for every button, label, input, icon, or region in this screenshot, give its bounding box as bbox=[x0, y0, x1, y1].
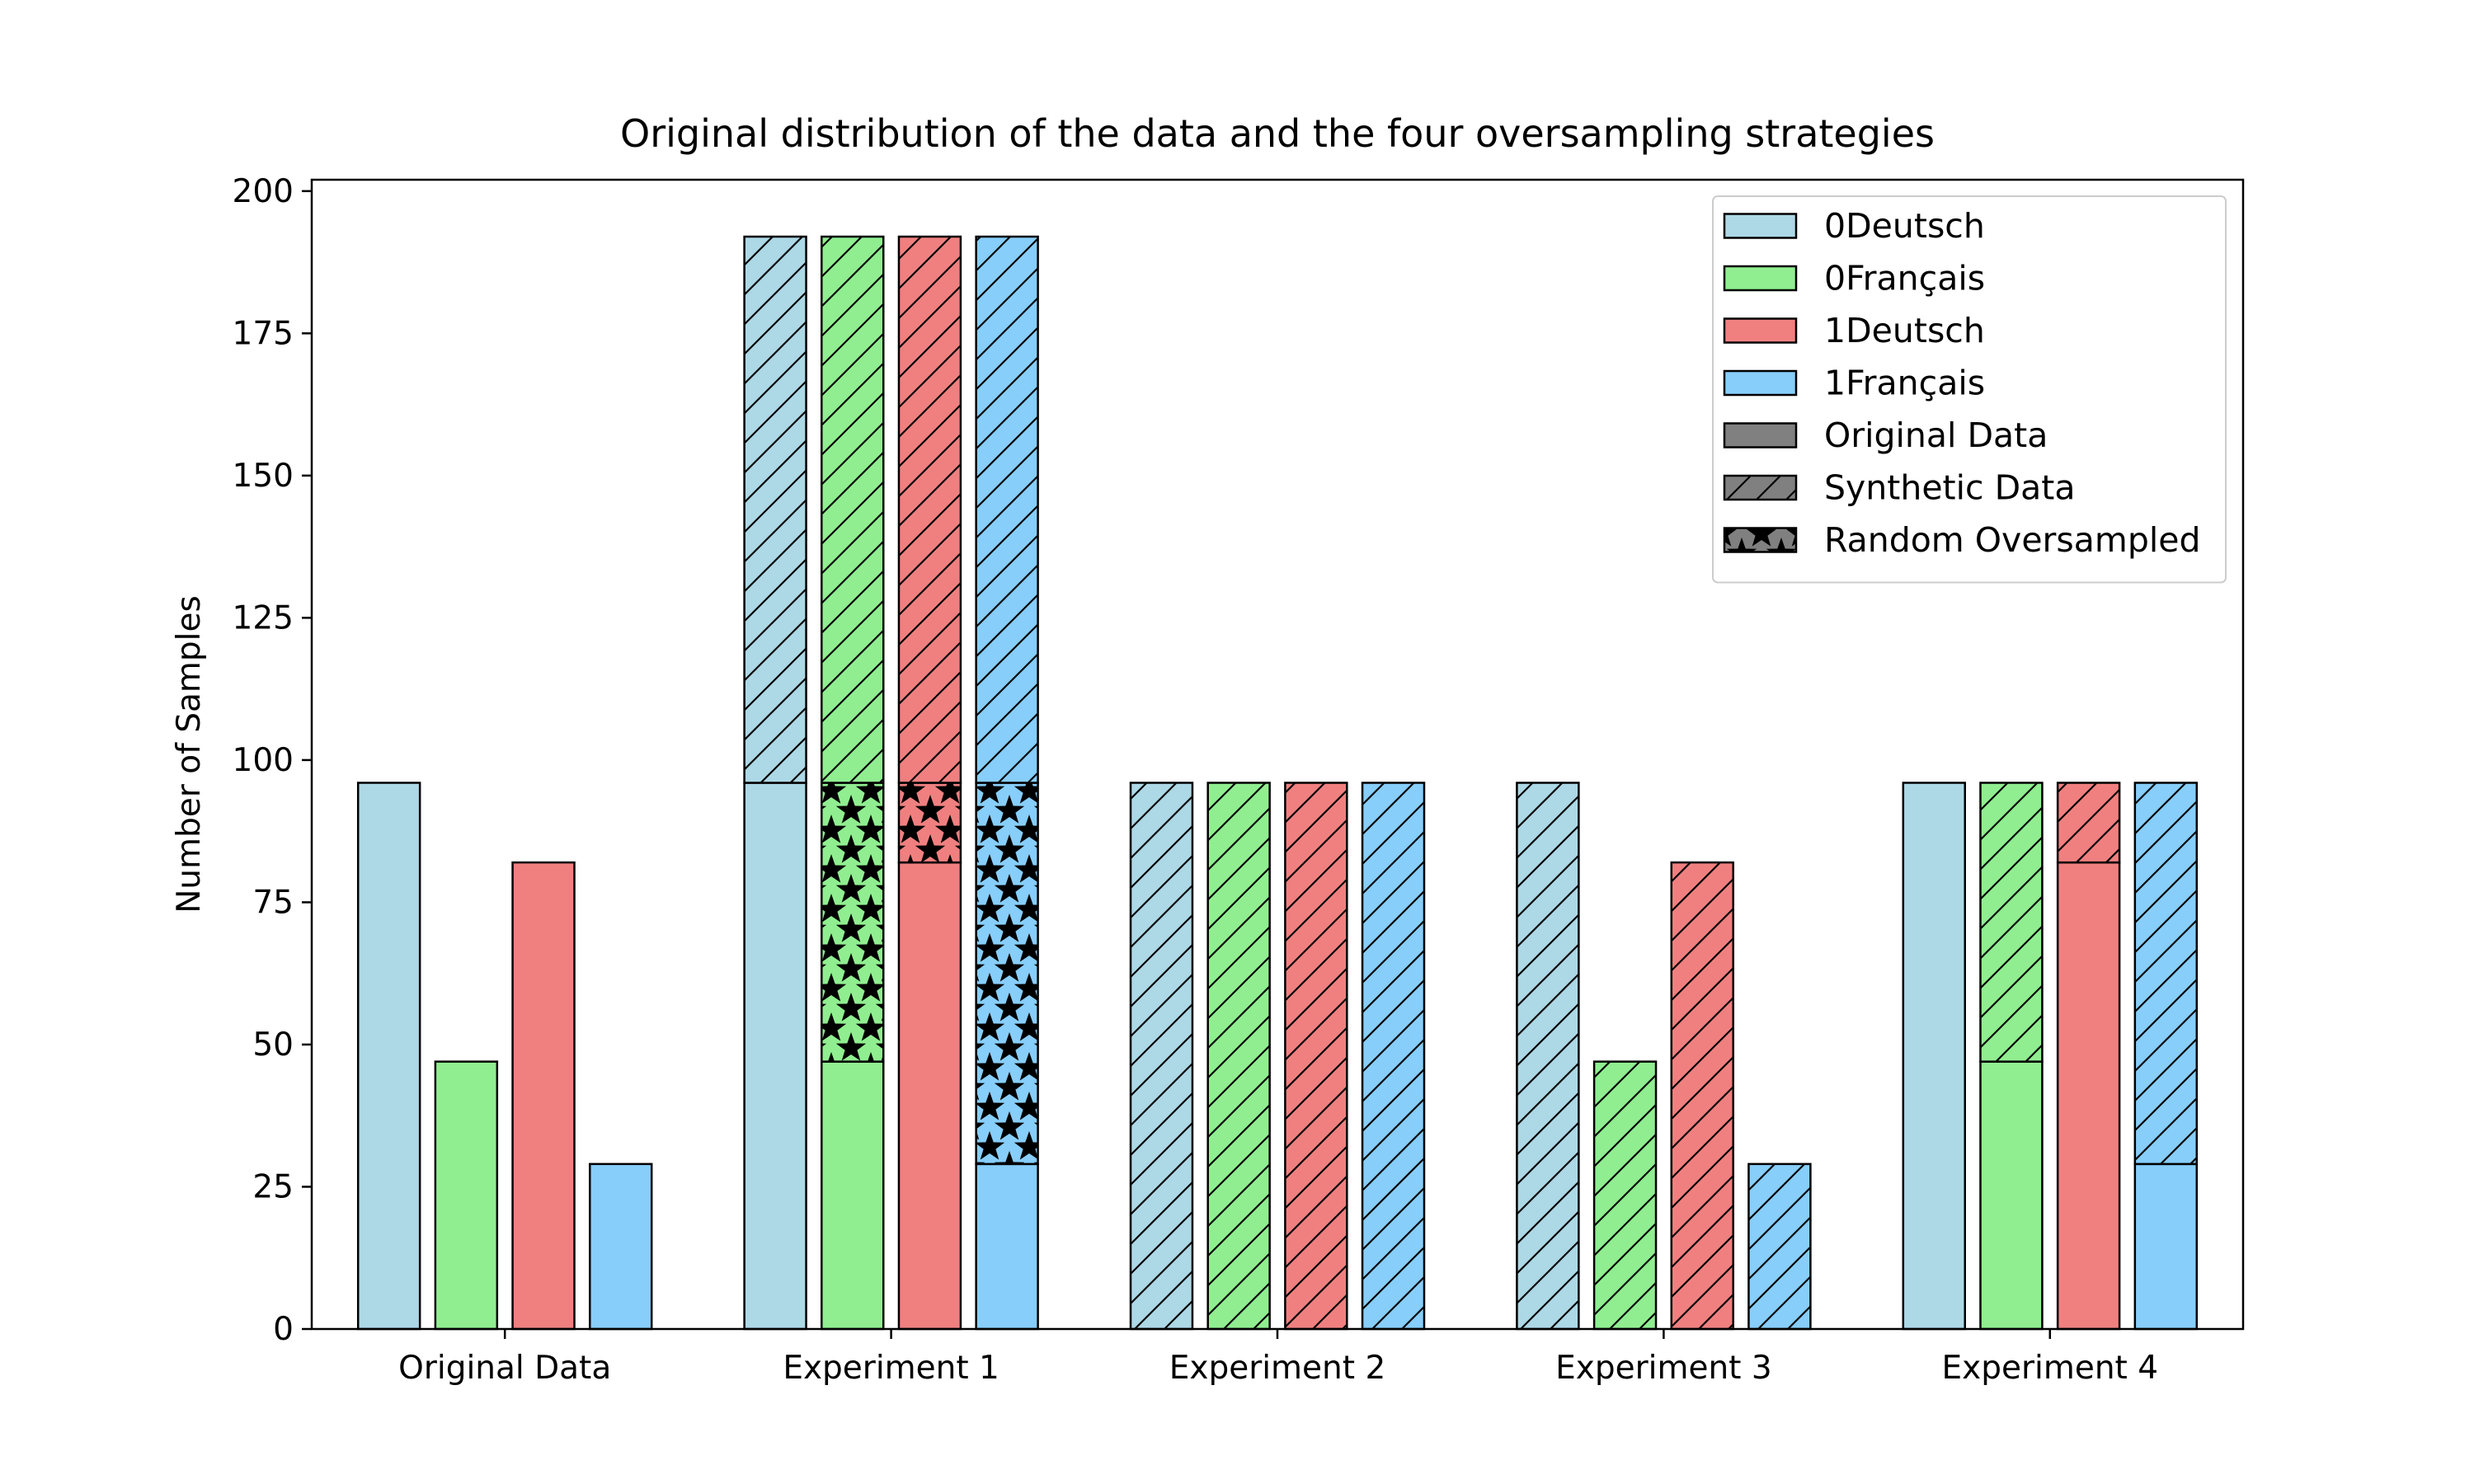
legend-swatch-1deutsch-outline bbox=[1723, 317, 1798, 344]
bar-experiment-1-1deutsch-random-oversampled-pattern bbox=[898, 782, 961, 863]
legend: 0Deutsch 0Français 1Deutsch 1Français Origin… bbox=[1712, 195, 2227, 584]
y-tick-label: 125 bbox=[233, 599, 294, 636]
bar-experiment-4-0francais-synthetic-data-outline bbox=[1979, 782, 2044, 1063]
legend-swatch-synthetic-data-pattern bbox=[1724, 476, 1796, 500]
legend-label-0francais: 0Français bbox=[1824, 259, 1985, 298]
bar-experiment-1-0deutsch-original-data bbox=[744, 782, 807, 1329]
y-tick-label: 75 bbox=[252, 884, 294, 921]
legend-box bbox=[1712, 195, 2227, 584]
bar-experiment-1-0francais-random-oversampled-pattern bbox=[821, 782, 884, 1062]
bar-experiment-2-0deutsch-synthetic-data-pattern bbox=[1131, 782, 1192, 1329]
legend-swatch-synthetic-data-outline bbox=[1723, 474, 1798, 501]
y-tick-label: 0 bbox=[273, 1311, 294, 1348]
bar-experiment-1-1deutsch-original-data bbox=[898, 862, 961, 1329]
legend-swatch-1francais bbox=[1724, 371, 1796, 395]
legend-swatch-original-data bbox=[1724, 423, 1796, 448]
bar-experiment-1-0francais-synthetic-data-pattern bbox=[821, 237, 884, 783]
y-tick-label: 200 bbox=[233, 173, 294, 210]
bar-original-data-1deutsch-original-data bbox=[512, 862, 575, 1329]
bar-experiment-1-1deutsch-synthetic-data-outline bbox=[897, 235, 962, 784]
bar-experiment-1-0francais-original-data bbox=[821, 1061, 884, 1329]
bar-experiment-4-1francais-original-data bbox=[2134, 1163, 2197, 1329]
bar-experiment-1-0francais-synthetic-data-outline bbox=[821, 235, 885, 784]
legend-label-random-oversampled: Random Oversampled bbox=[1824, 520, 2201, 560]
bar-experiment-2-1deutsch-synthetic-data-pattern bbox=[1285, 782, 1348, 1329]
bar-experiment-3-1deutsch-synthetic-data-pattern bbox=[1671, 862, 1733, 1329]
x-tick-label: Experiment 4 bbox=[1942, 1350, 2159, 1387]
bar-experiment-1-1francais-synthetic-data-outline bbox=[975, 235, 1039, 784]
bar-experiment-1-0deutsch-synthetic-data-pattern bbox=[744, 237, 807, 783]
y-tick-label: 150 bbox=[233, 458, 294, 495]
legend-label-0deutsch: 0Deutsch bbox=[1824, 206, 1985, 246]
legend-label-1deutsch: 1Deutsch bbox=[1824, 311, 1985, 350]
bar-experiment-3-0francais-synthetic-data-pattern bbox=[1594, 1061, 1657, 1329]
legend-swatch-0deutsch-outline bbox=[1723, 213, 1798, 239]
bar-experiment-3-1francais-synthetic-data-pattern bbox=[1748, 1163, 1811, 1329]
bar-experiment-2-0francais-synthetic-data-pattern bbox=[1207, 782, 1270, 1329]
y-tick-label: 100 bbox=[233, 742, 294, 779]
y-tick-label: 50 bbox=[252, 1026, 294, 1064]
y-axis: 0 25 50 75 100 125 150 175 200 bbox=[233, 173, 312, 1348]
bar-experiment-1-1francais-synthetic-data-pattern bbox=[976, 237, 1038, 783]
bar-original-data-0francais-original-data bbox=[435, 1061, 497, 1329]
x-tick-label: Experiment 2 bbox=[1169, 1350, 1386, 1387]
legend-swatch-1deutsch bbox=[1724, 318, 1796, 343]
chart-title: Original distribution of the data and th… bbox=[620, 111, 1935, 156]
bar-experiment-1-1francais-random-oversampled-pattern bbox=[976, 782, 1038, 1164]
x-axis: Original Data Experiment 1 Experiment 2 Exp… bbox=[398, 1329, 2158, 1387]
legend-swatch-0francais-outline bbox=[1723, 265, 1798, 292]
x-tick-label: Experiment 3 bbox=[1555, 1350, 1772, 1387]
bar-experiment-1-0deutsch-synthetic-data-outline bbox=[743, 235, 807, 784]
legend-swatch-random-oversampled-pattern bbox=[1724, 528, 1796, 552]
legend-label-1francais: 1Français bbox=[1824, 364, 1985, 403]
bar-experiment-1-1francais-original-data bbox=[976, 1163, 1038, 1329]
legend-swatch-random-oversampled-outline bbox=[1723, 527, 1798, 553]
bar-experiment-4-1deutsch-synthetic-data-outline bbox=[2056, 782, 2121, 864]
legend-swatch-1francais-outline bbox=[1723, 369, 1798, 397]
bar-experiment-2-1francais-synthetic-data-pattern bbox=[1362, 782, 1424, 1329]
legend-swatch-0deutsch bbox=[1724, 214, 1796, 238]
legend-swatch-0francais bbox=[1724, 266, 1796, 290]
bars-layer bbox=[356, 235, 2199, 1331]
bar-experiment-4-1deutsch-original-data bbox=[2058, 862, 2120, 1329]
y-axis-label: Number of Samples bbox=[171, 595, 208, 913]
x-tick-label: Original Data bbox=[398, 1350, 611, 1387]
bar-experiment-4-0francais-synthetic-data-pattern bbox=[1980, 782, 2043, 1062]
bar-original-data-1francais-original-data bbox=[590, 1163, 652, 1329]
bar-experiment-4-0francais-original-data bbox=[1980, 1061, 2043, 1329]
bar-original-data-0deutsch-original-data bbox=[358, 782, 421, 1329]
x-tick-label: Experiment 1 bbox=[783, 1350, 999, 1387]
bar-experiment-4-1francais-synthetic-data-outline bbox=[2133, 782, 2199, 1166]
y-tick-label: 25 bbox=[252, 1168, 294, 1205]
bar-experiment-4-1deutsch-synthetic-data-pattern bbox=[2058, 782, 2120, 863]
legend-label-synthetic-data: Synthetic Data bbox=[1824, 468, 2076, 508]
bar-experiment-3-0deutsch-synthetic-data-pattern bbox=[1517, 782, 1579, 1329]
y-tick-label: 175 bbox=[233, 315, 294, 352]
bar-experiment-1-1deutsch-synthetic-data-pattern bbox=[898, 237, 961, 783]
bar-experiment-4-0deutsch-original-data bbox=[1903, 782, 1965, 1329]
bar-experiment-4-1francais-synthetic-data-pattern bbox=[2134, 782, 2197, 1164]
legend-label-original-data: Original Data bbox=[1824, 416, 2048, 455]
legend-swatch-original-data-outline bbox=[1723, 422, 1798, 448]
